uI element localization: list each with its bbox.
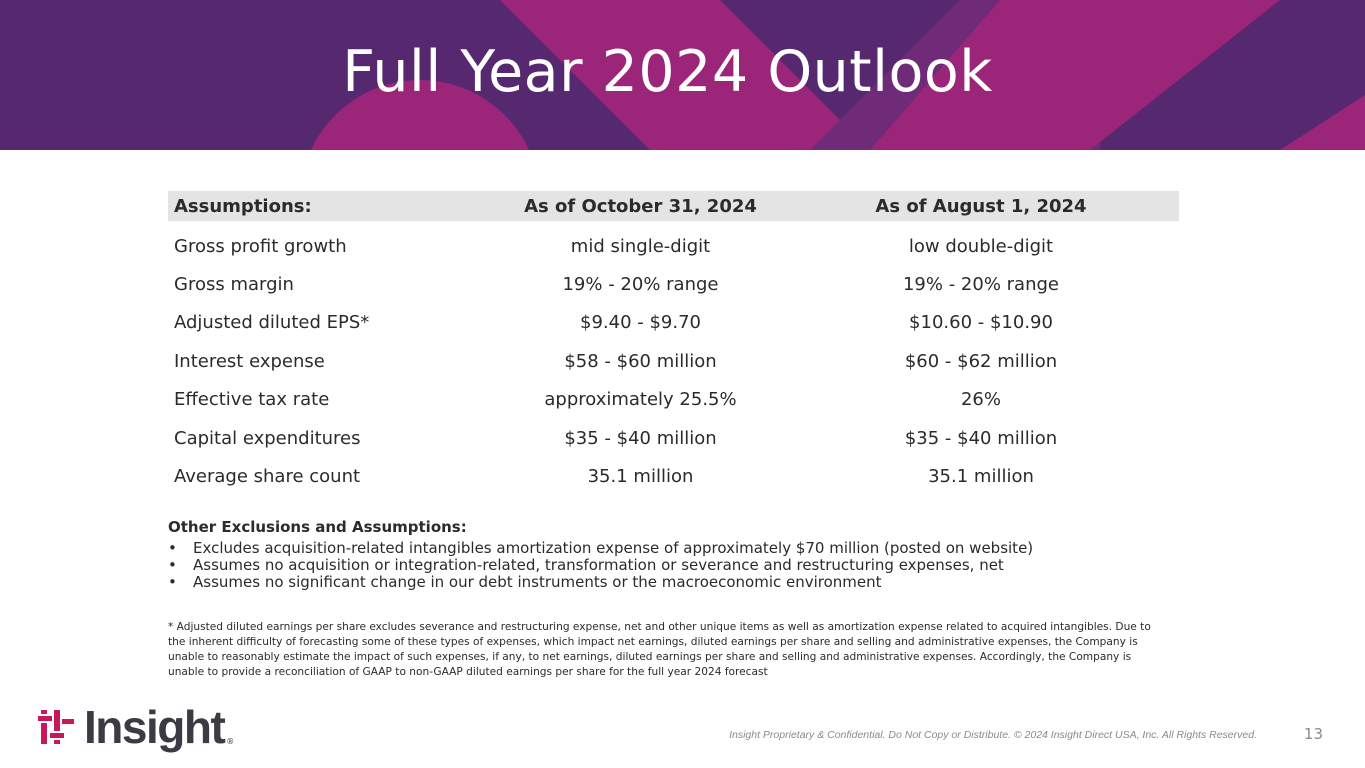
- october-value: 35.1 million: [587, 466, 694, 488]
- october-value: $58 - $60 million: [564, 350, 717, 372]
- august-value: low double-digit: [908, 235, 1054, 257]
- august-value: 26%: [960, 389, 1001, 411]
- page-title: Full Year 2024 Outlook: [342, 39, 993, 105]
- august-value: 19% - 20% range: [902, 274, 1059, 296]
- table-row: Gross margin 19% - 20% range 19% - 20% r…: [168, 265, 1179, 303]
- row-label: Gross profit growth: [174, 235, 347, 257]
- outlook-table: Assumptions: As of October 31, 2024 As o…: [168, 191, 1179, 496]
- list-item: • Assumes no significant change in our de…: [168, 574, 1218, 591]
- insight-logo: Insight ®: [36, 700, 234, 754]
- row-label: Gross margin: [174, 274, 294, 296]
- october-value: $9.40 - $9.70: [580, 312, 701, 334]
- october-value: mid single-digit: [570, 235, 711, 257]
- august-value: $60 - $62 million: [904, 350, 1058, 372]
- table-row: Capital expenditures $35 - $40 million $…: [168, 419, 1179, 457]
- row-label: Adjusted diluted EPS*: [174, 312, 370, 334]
- october-value: 19% - 20% range: [562, 274, 719, 296]
- insight-logo-icon: [38, 710, 74, 744]
- list-item-text: Excludes acquisition-related intangibles…: [193, 539, 1034, 557]
- registered-mark: ®: [226, 737, 235, 746]
- eps-footnote: * Adjusted diluted earnings per share ex…: [168, 621, 1151, 678]
- header-october: As of October 31, 2024: [524, 195, 757, 217]
- other-assumptions-heading: Other Exclusions and Assumptions:: [168, 518, 467, 536]
- row-label: Average share count: [174, 466, 361, 488]
- october-value: approximately 25.5%: [544, 389, 737, 411]
- table-row: Effective tax rate approximately 25.5% 2…: [168, 381, 1179, 419]
- other-assumptions: Other Exclusions and Assumptions: • Exclu…: [168, 518, 1218, 591]
- title-banner: Full Year 2024 Outlook: [0, 0, 1365, 150]
- banner-graphic: [0, 0, 1365, 150]
- header-assumptions: Assumptions:: [174, 195, 312, 217]
- august-value: $10.60 - $10.90: [909, 312, 1053, 334]
- row-label: Capital expenditures: [174, 427, 361, 449]
- logo-wordmark: Insight: [84, 701, 226, 753]
- table-row: Gross profit growth mid single-digit low…: [168, 227, 1179, 265]
- august-value: 35.1 million: [928, 466, 1034, 488]
- list-item-text: Assumes no acquisition or integration-re…: [193, 556, 1004, 574]
- bullet-icon: •: [168, 573, 177, 591]
- bullet-icon: •: [168, 556, 177, 574]
- bullet-icon: •: [168, 539, 177, 557]
- table-row: Interest expense $58 - $60 million $60 -…: [168, 342, 1179, 380]
- list-item-text: Assumes no significant change in our deb…: [193, 573, 882, 591]
- list-item: • Excludes acquisition-related intangible…: [168, 540, 1218, 557]
- table-row: Adjusted diluted EPS* $9.40 - $9.70 $10.…: [168, 304, 1179, 342]
- other-assumptions-list: • Excludes acquisition-related intangible…: [168, 540, 1218, 591]
- page-number: 13: [1303, 725, 1323, 743]
- list-item: • Assumes no acquisition or integration-r…: [168, 557, 1218, 574]
- table-row: Average share count 35.1 million 35.1 mi…: [168, 457, 1179, 495]
- august-value: $35 - $40 million: [904, 427, 1058, 449]
- table-header-row: Assumptions: As of October 31, 2024 As o…: [168, 191, 1179, 221]
- header-august: As of August 1, 2024: [875, 195, 1087, 217]
- october-value: $35 - $40 million: [564, 427, 717, 449]
- row-label: Effective tax rate: [174, 389, 330, 411]
- confidentiality-notice: Insight Proprietary & Confidential. Do N…: [729, 729, 1257, 741]
- row-label: Interest expense: [174, 350, 325, 372]
